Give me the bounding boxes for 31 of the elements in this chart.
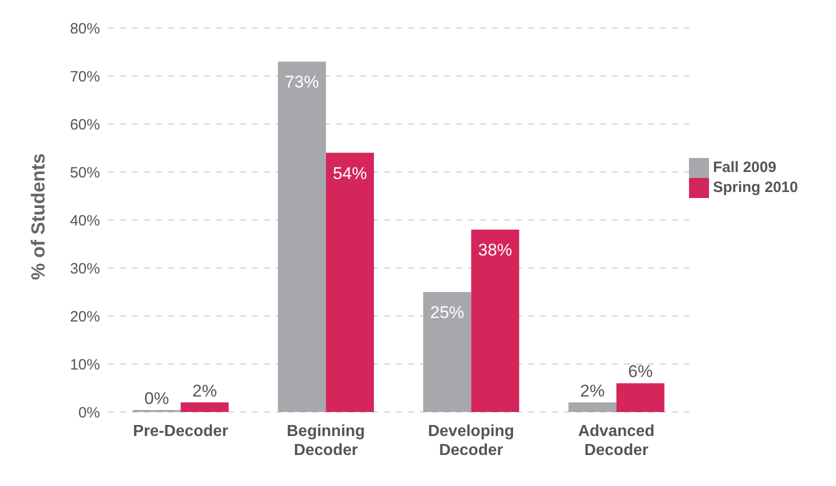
y-tick-label: 10% (70, 356, 100, 374)
y-tick-label: 80% (70, 20, 100, 38)
data-label: 25% (430, 303, 464, 322)
y-tick-label: 70% (70, 68, 100, 86)
y-tick-label: 20% (70, 308, 100, 326)
bar (616, 383, 664, 412)
x-tick-label: Pre-Decoder (133, 423, 228, 440)
y-tick-label: 60% (70, 116, 100, 134)
data-label: 38% (478, 240, 512, 260)
data-label: 2% (192, 381, 217, 400)
data-label: 73% (284, 72, 319, 92)
bar (568, 402, 616, 412)
bar (278, 62, 326, 412)
x-tick-label: Advanced Decoder (578, 423, 655, 459)
y-tick-label: 30% (70, 260, 100, 278)
y-tick-label: 0% (78, 404, 100, 422)
legend-label: Fall 2009 (712, 159, 776, 176)
bar (180, 402, 229, 412)
data-label: 2% (580, 381, 605, 400)
bar (471, 230, 520, 412)
legend-label: Spring 2010 (712, 179, 798, 196)
x-tick-label: Developing Decoder (428, 423, 514, 459)
bar (423, 292, 472, 412)
x-tick-label: Beginning Decoder (286, 423, 365, 459)
y-tick-label: 40% (70, 212, 100, 230)
y-axis-title: % of Students (28, 153, 50, 280)
data-label: 0% (144, 389, 169, 408)
data-label: 54% (332, 164, 367, 183)
bar (326, 152, 374, 412)
y-tick-label: 50% (70, 164, 100, 182)
data-label: 6% (628, 362, 653, 382)
